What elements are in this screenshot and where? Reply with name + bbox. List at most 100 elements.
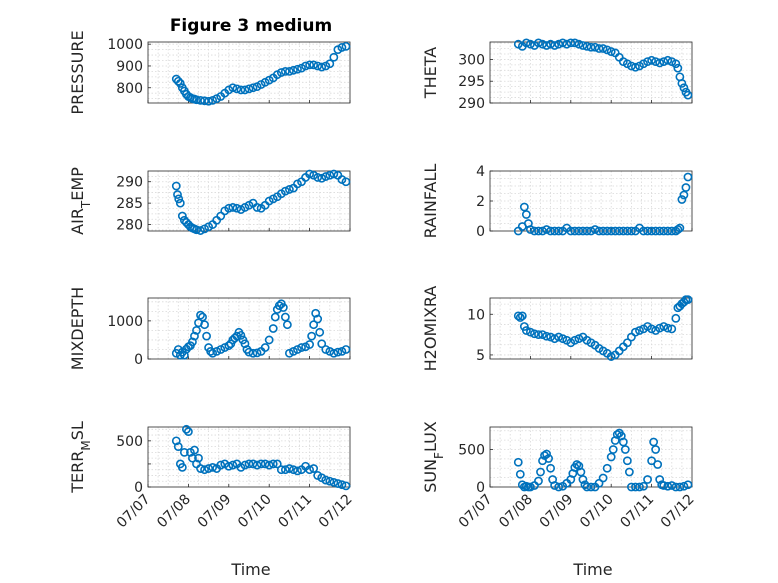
data-point [173, 76, 183, 86]
data-point [325, 59, 335, 69]
data-point [647, 55, 656, 65]
data-point [301, 61, 310, 71]
y-axis-label: TERRMSL [68, 421, 93, 494]
data-point [679, 83, 689, 93]
y-tick-label: 2 [476, 194, 485, 210]
data-point [526, 327, 535, 337]
data-point [293, 64, 302, 74]
data-point [313, 61, 323, 71]
x-tick-label: 07/12 [658, 491, 698, 531]
data-point [659, 226, 669, 236]
data-point [321, 475, 331, 485]
data-point [206, 346, 216, 356]
data-point [200, 96, 209, 106]
data-point [667, 481, 677, 490]
data-point [673, 63, 683, 73]
data-point [515, 469, 525, 479]
data-point [647, 226, 656, 236]
data-point [190, 331, 199, 341]
data-point [643, 57, 652, 67]
data-point [196, 310, 205, 320]
data-point [675, 223, 685, 233]
data-point [606, 47, 616, 56]
data-point [228, 460, 238, 470]
data-point [681, 183, 691, 192]
data-point [260, 459, 270, 469]
y-tick-label: 4 [476, 164, 485, 180]
data-point [627, 61, 636, 71]
data-point [264, 460, 274, 470]
data-point [236, 330, 246, 340]
data-point [333, 479, 343, 488]
data-point [252, 460, 262, 470]
data-point [192, 95, 201, 105]
data-point [635, 326, 644, 335]
data-point [683, 172, 693, 182]
data-point [216, 460, 226, 470]
data-point [282, 320, 292, 330]
data-point [194, 453, 203, 463]
data-point [305, 60, 314, 70]
data-point [562, 39, 572, 49]
data-point [341, 41, 351, 51]
data-point [526, 39, 535, 49]
y-tick-label: 1000 [107, 314, 143, 330]
data-point [612, 430, 622, 439]
data-point [655, 58, 665, 68]
data-point [329, 169, 339, 179]
y-tick-label: 800 [116, 81, 143, 97]
data-point [305, 169, 314, 179]
y-tick-label: 500 [458, 443, 485, 459]
data-point [224, 461, 234, 471]
data-point [651, 57, 661, 67]
data-point [586, 482, 596, 492]
data-point [181, 424, 191, 434]
data-point [538, 226, 547, 236]
data-point [341, 481, 351, 491]
data-point [550, 41, 560, 50]
data-point [280, 186, 290, 196]
data-point [240, 460, 250, 470]
data-point [659, 57, 669, 67]
data-point [622, 226, 632, 236]
data-point [546, 463, 555, 473]
data-point [228, 83, 238, 93]
y-axis-label: MIXDEPTH [68, 287, 87, 370]
data-point [602, 463, 612, 473]
data-point [268, 324, 278, 333]
data-point [200, 320, 209, 330]
data-point [536, 467, 545, 477]
data-point [244, 84, 254, 94]
y-tick-label: 900 [116, 59, 143, 75]
data-point [171, 181, 181, 191]
data-point [289, 465, 298, 475]
data-point [570, 226, 580, 236]
data-point [208, 95, 218, 105]
data-point [574, 39, 584, 49]
data-point [317, 339, 327, 349]
data-point [240, 85, 250, 95]
data-point [546, 332, 555, 342]
data-point [192, 326, 201, 335]
y-tick-label: 295 [458, 74, 485, 90]
x-axis-label: Time [572, 560, 612, 579]
data-point [325, 476, 335, 486]
data-point [542, 331, 551, 341]
data-point [647, 456, 656, 466]
data-point [224, 203, 234, 213]
data-point [305, 465, 314, 475]
data-point [538, 39, 547, 49]
data-point [521, 326, 531, 335]
data-point [337, 43, 347, 52]
x-tick-label: 07/12 [316, 491, 356, 531]
data-point [683, 480, 693, 490]
data-point [550, 481, 560, 490]
data-point [610, 226, 620, 236]
data-point [513, 457, 523, 467]
data-point [622, 456, 632, 466]
data-point [544, 454, 553, 463]
data-point [171, 436, 181, 446]
data-point [248, 83, 258, 93]
y-tick-label: 280 [116, 218, 143, 234]
